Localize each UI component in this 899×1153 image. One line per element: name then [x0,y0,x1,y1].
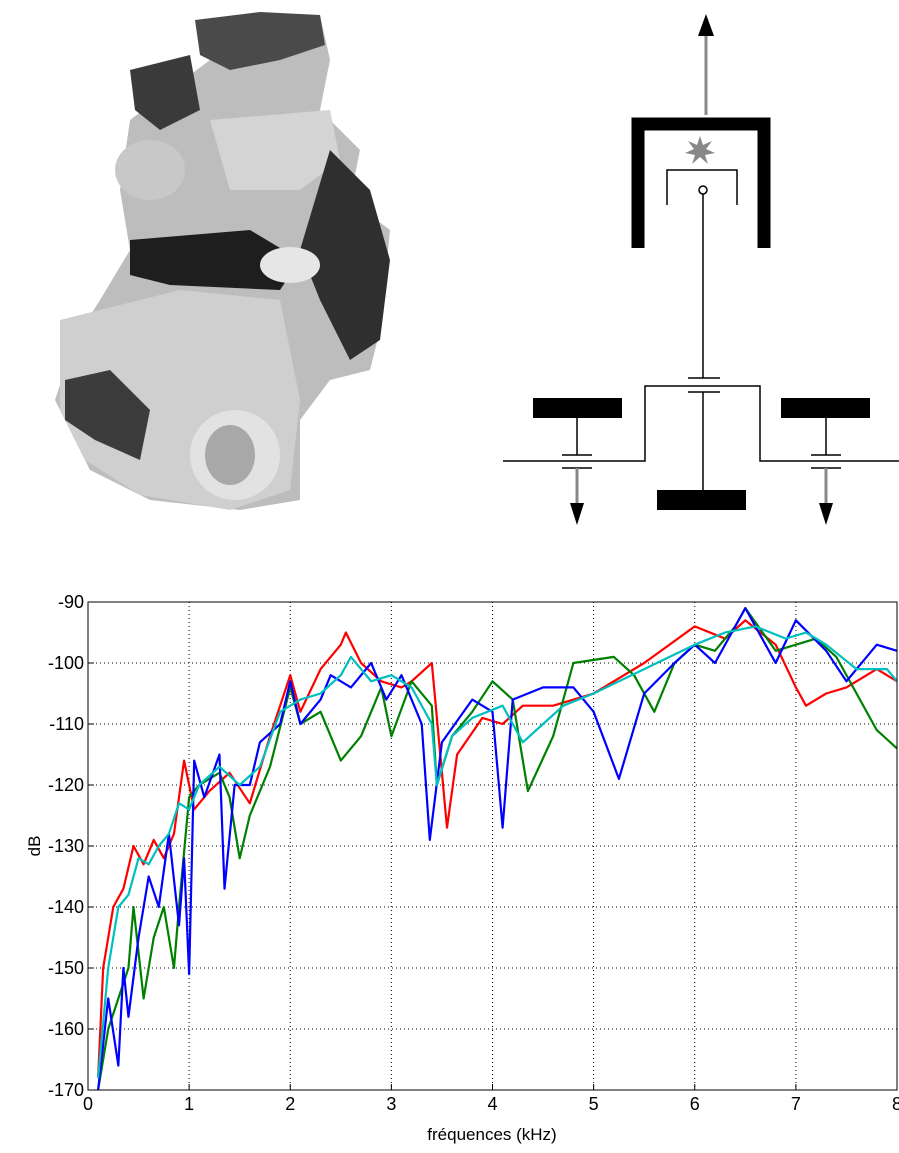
y-tick-label: -140 [48,897,84,917]
x-tick-label: 0 [83,1094,93,1114]
series-line [97,625,898,1078]
engine-render [55,12,390,510]
schematic [503,14,899,525]
x-tick-label: 8 [892,1094,899,1114]
y-tick-label: -100 [48,653,84,673]
y-tick-label: -130 [48,836,84,856]
x-tick-label: 5 [589,1094,599,1114]
y-tick-label: -160 [48,1019,84,1039]
x-tick-label: 7 [791,1094,801,1114]
axes-frame [87,601,898,1091]
series-line [97,607,898,1091]
x-axis-label: fréquences (kHz) [427,1125,556,1144]
y-axis-label: dB [25,836,44,857]
y-tick-label: -120 [48,775,84,795]
x-tick-label: 2 [285,1094,295,1114]
x-tick-label: 6 [690,1094,700,1114]
y-tick-label: -150 [48,958,84,978]
y-tick-label: -110 [49,714,84,734]
y-tick-label: -170 [48,1080,84,1100]
y-tick-label: -90 [58,592,84,612]
x-tick-label: 3 [386,1094,396,1114]
series-line [97,607,898,1091]
x-tick-label: 1 [184,1094,194,1114]
x-tick-label: 4 [487,1094,497,1114]
